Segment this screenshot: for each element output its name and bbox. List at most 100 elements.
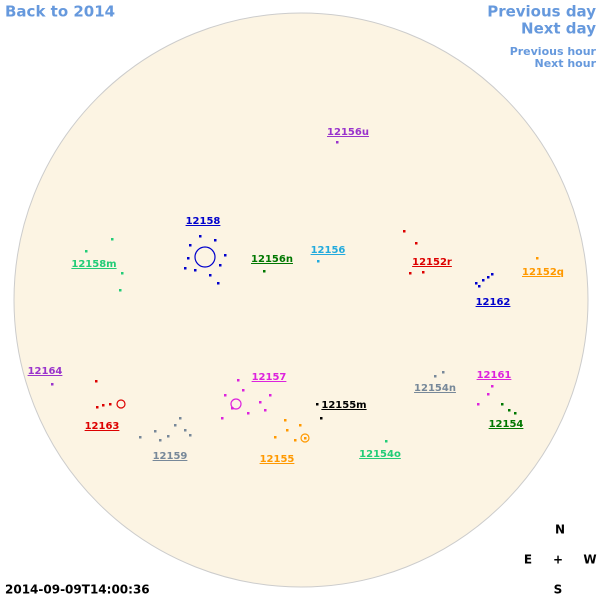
sunspot-ring: [194, 246, 216, 268]
sunspot: [189, 244, 192, 247]
region-label[interactable]: 12163: [85, 421, 120, 432]
sunspot-ring: [116, 399, 126, 409]
sunspot: [221, 417, 224, 420]
region-label[interactable]: 12157: [252, 372, 287, 383]
region-label[interactable]: 12154: [489, 419, 524, 430]
sunspot: [304, 437, 307, 440]
sunspot: [194, 269, 197, 272]
sunspot: [264, 409, 267, 412]
region-label[interactable]: 12154o: [359, 449, 401, 460]
sunspot: [501, 403, 504, 406]
sunspot: [139, 436, 142, 439]
sunspot: [269, 394, 272, 397]
previous-hour-link[interactable]: Previous hour: [510, 45, 597, 58]
sunspot: [263, 270, 266, 273]
sunspot: [51, 383, 54, 386]
compass-center: +: [553, 553, 563, 567]
sunspot: [286, 429, 289, 432]
sunspot: [95, 380, 98, 383]
region-label[interactable]: 12156n: [251, 254, 293, 265]
sunspot: [514, 412, 517, 415]
region-label[interactable]: 12159: [153, 451, 188, 462]
next-day-link[interactable]: Next day: [521, 20, 596, 38]
sunspot: [119, 289, 122, 292]
sunspot: [336, 141, 339, 144]
sunspot: [219, 264, 222, 267]
sunspot: [317, 260, 320, 263]
sunspot: [274, 436, 277, 439]
sunspot: [442, 371, 445, 374]
sunspot: [422, 271, 425, 274]
sunspot: [487, 276, 490, 279]
sunspot: [111, 238, 114, 241]
sunspot: [187, 257, 190, 260]
sunspot: [109, 403, 112, 406]
sunspot-ring: [300, 433, 310, 443]
region-label[interactable]: 12156u: [327, 127, 369, 138]
sunspot: [102, 404, 105, 407]
region-label[interactable]: 12164: [28, 366, 63, 377]
next-hour-link[interactable]: Next hour: [535, 57, 597, 70]
previous-day-link[interactable]: Previous day: [487, 3, 596, 21]
sunspot: [96, 406, 99, 409]
region-label[interactable]: 12152r: [412, 257, 452, 268]
sunspot: [294, 439, 297, 442]
compass-west: W: [583, 553, 596, 567]
sunspot: [316, 403, 319, 406]
sunspot: [214, 239, 217, 242]
sunspot: [217, 282, 220, 285]
sunspot: [403, 230, 406, 233]
sunspot: [320, 417, 323, 420]
sunspot: [491, 273, 494, 276]
sunspot: [259, 401, 262, 404]
region-label[interactable]: 12152q: [522, 267, 564, 278]
region-label[interactable]: 12162: [476, 297, 511, 308]
compass-north: N: [555, 523, 565, 537]
sunspot: [475, 282, 478, 285]
sunspot: [199, 235, 202, 238]
sunspot: [121, 272, 124, 275]
sunspot: [487, 393, 490, 396]
sunspot-ring: [230, 398, 242, 410]
sunspot: [174, 424, 177, 427]
sunspot: [179, 417, 182, 420]
compass-east: E: [524, 553, 532, 567]
sunspot: [477, 403, 480, 406]
sunspot: [224, 394, 227, 397]
sunspot: [154, 430, 157, 433]
sunspot: [159, 439, 162, 442]
region-label[interactable]: 12154n: [414, 383, 456, 394]
sunspot: [536, 257, 539, 260]
sunspot: [385, 440, 388, 443]
sunspot: [284, 419, 287, 422]
region-label[interactable]: 12155m: [321, 400, 366, 411]
sunspot: [491, 385, 494, 388]
sunspot: [242, 389, 245, 392]
sunspot: [85, 250, 88, 253]
timestamp: 2014-09-09T14:00:36: [5, 583, 150, 597]
sunspot: [184, 267, 187, 270]
sunspot: [299, 424, 302, 427]
sunspot: [247, 412, 250, 415]
sunspot: [167, 435, 170, 438]
compass-south: S: [554, 583, 563, 597]
region-label[interactable]: 12156: [311, 245, 346, 256]
region-label[interactable]: 12158: [186, 216, 221, 227]
region-label[interactable]: 12155: [260, 454, 295, 465]
back-link[interactable]: Back to 2014: [5, 3, 115, 21]
region-label[interactable]: 12158m: [71, 259, 116, 270]
sunspot: [415, 242, 418, 245]
sunspot: [409, 272, 412, 275]
sunspot: [231, 407, 234, 410]
region-label[interactable]: 12161: [477, 370, 512, 381]
solar-disk: [13, 12, 589, 588]
sunspot: [184, 429, 187, 432]
sunspot: [189, 434, 192, 437]
sunspot: [224, 254, 227, 257]
sunspot: [508, 409, 511, 412]
sunspot: [482, 279, 485, 282]
sunspot: [209, 274, 212, 277]
sunspot: [237, 379, 240, 382]
sunspot: [434, 375, 437, 378]
